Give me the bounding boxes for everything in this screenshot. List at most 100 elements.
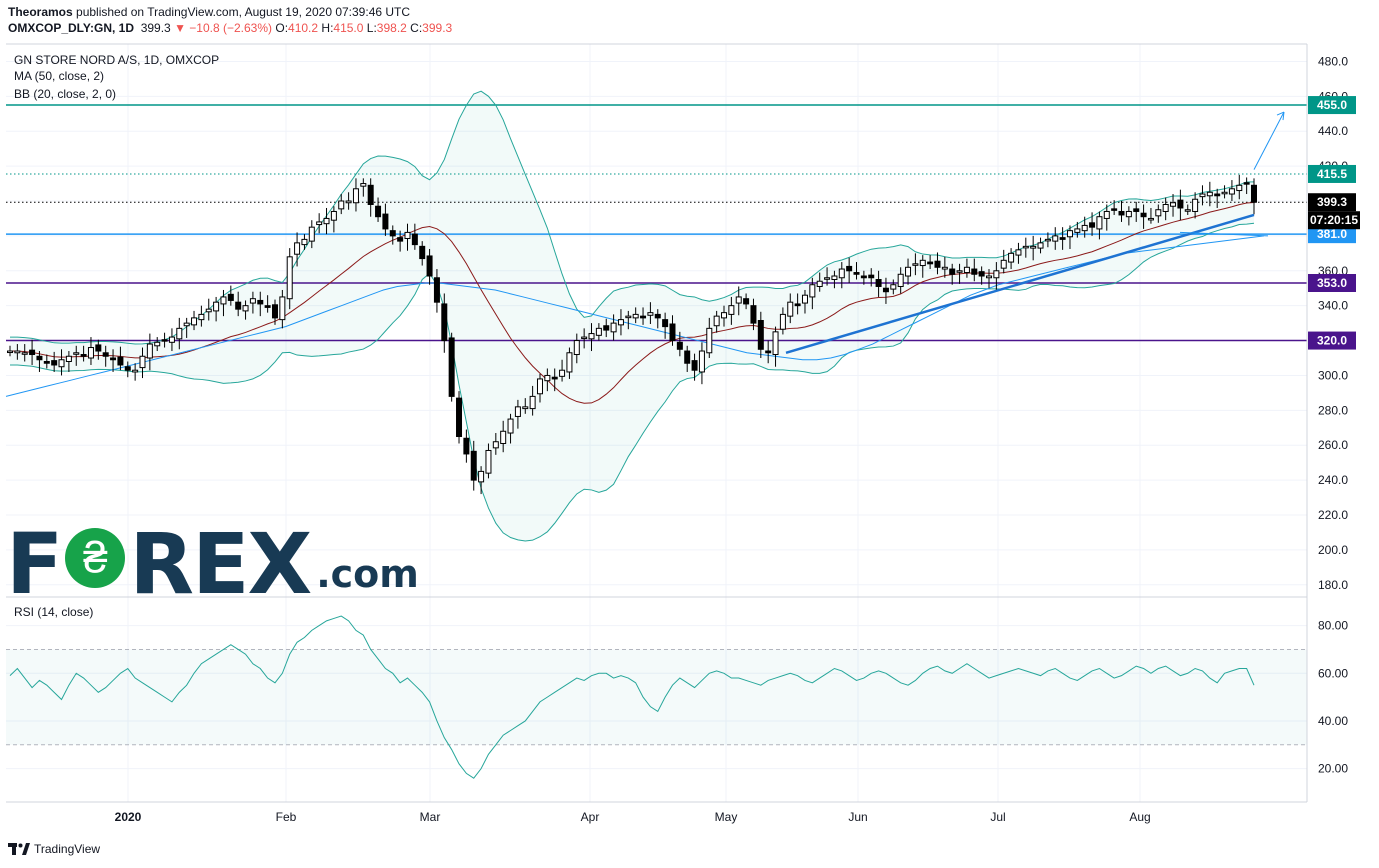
candle-body: [853, 272, 860, 275]
candle-body: [640, 315, 647, 319]
candle-body: [978, 271, 985, 277]
candle-body: [838, 268, 845, 279]
candle-body: [684, 350, 691, 364]
candle-body: [1243, 182, 1250, 185]
candle-body: [7, 350, 13, 354]
candle-body: [846, 265, 853, 272]
candle-body: [662, 319, 669, 328]
trendline-drawing[interactable]: [785, 111, 1285, 354]
price-tick-label: 260.0: [1318, 438, 1348, 452]
candle-body: [1022, 245, 1029, 249]
candle-body: [80, 354, 87, 357]
candle-body: [360, 183, 367, 187]
candle-body: [316, 221, 323, 226]
candle-body: [1059, 237, 1066, 240]
candle-body: [389, 230, 396, 237]
candle-body: [257, 299, 264, 305]
close-value: 399.3: [422, 21, 453, 35]
published-text: published on TradingView.com, August 19,…: [76, 5, 411, 19]
rsi-tick-label: 60.00: [1318, 666, 1348, 680]
candle-body: [426, 255, 433, 277]
candle-body: [36, 355, 43, 361]
time-tick-label: 2020: [115, 810, 142, 824]
bollinger-band-fill: [10, 91, 1254, 542]
candle-body: [279, 296, 286, 321]
rsi-legend[interactable]: RSI (14, close): [14, 605, 94, 619]
candle-body: [124, 366, 131, 371]
bb-legend[interactable]: BB (20, close, 2, 0): [14, 87, 117, 101]
price-label-box: [1308, 225, 1356, 244]
candle-body: [286, 256, 293, 300]
candle-body: [1133, 208, 1140, 212]
logo-dotcom: .com: [316, 552, 419, 596]
price-label-text: 399.3: [1317, 195, 1347, 209]
time-tick-label: Jun: [848, 810, 867, 824]
candle-body: [345, 200, 352, 204]
forex-logo: F ₴ REX .com: [6, 515, 419, 613]
rsi-pane: [6, 615, 1307, 779]
candle-body: [375, 205, 382, 218]
candle-body: [1089, 222, 1096, 228]
price-tick-label: 480.0: [1318, 54, 1348, 68]
candle-body: [721, 312, 728, 319]
ma-legend[interactable]: MA (50, close, 2): [14, 69, 105, 83]
tradingview-brand[interactable]: TradingView: [34, 842, 101, 856]
candle-body: [205, 308, 212, 313]
candle-body: [765, 350, 772, 354]
candle-body: [213, 301, 220, 312]
candle-body: [14, 350, 21, 354]
price-label-box: [1308, 273, 1356, 292]
candle-body: [824, 277, 831, 280]
trendline: [785, 213, 1255, 354]
rsi-tick-label: 40.00: [1318, 714, 1348, 728]
candle-body: [1037, 242, 1044, 249]
candle-body: [1221, 191, 1228, 195]
candle-body: [485, 449, 492, 474]
candle-body: [492, 441, 499, 449]
candle-body: [647, 312, 654, 316]
candle-body: [58, 359, 65, 368]
candle-body: [1236, 184, 1243, 192]
footer: TradingView: [8, 842, 100, 856]
low-label: L:: [366, 21, 377, 35]
candle-body: [110, 357, 117, 361]
chart-title: GN STORE NORD A/S, 1D, OMXCOP: [14, 53, 220, 67]
horizontal-levels: [6, 104, 1307, 342]
projection-arrow-line: [1253, 111, 1285, 170]
price-label-text: 381.0: [1317, 227, 1347, 241]
candle-body: [529, 395, 536, 410]
candle-body: [559, 369, 566, 377]
candle-body: [610, 322, 617, 333]
candle-body: [1081, 224, 1088, 232]
candle-body: [551, 376, 558, 380]
candle-body: [1184, 209, 1191, 212]
price-tick-label: 240.0: [1318, 473, 1348, 487]
candle-body: [448, 337, 455, 397]
candle-body: [536, 378, 543, 395]
candle-body: [382, 213, 389, 230]
publisher-name[interactable]: Theoramos: [8, 5, 73, 19]
candle-body: [905, 266, 912, 277]
candle-body: [161, 339, 168, 342]
candle-body: [183, 322, 190, 327]
price-label-box: [1308, 164, 1356, 183]
time-tick-label: Jul: [990, 810, 1005, 824]
candle-body: [573, 340, 580, 356]
candle-body: [949, 268, 956, 275]
candle-body: [73, 352, 80, 355]
price-tick-label: 300.0: [1318, 368, 1348, 382]
candle-body: [1015, 249, 1022, 256]
logo-f: F: [6, 515, 63, 613]
open-value: 410.2: [288, 21, 319, 35]
countdown-box: [1308, 211, 1360, 230]
candle-body: [500, 430, 507, 444]
symbol-name[interactable]: OMXCOP_DLY:GN, 1D: [8, 21, 135, 35]
logo-rex: REX: [129, 515, 312, 613]
candle-body: [625, 315, 632, 319]
candle-body: [698, 350, 705, 373]
candle-body: [242, 305, 249, 312]
candle-body: [632, 313, 639, 319]
candle-body: [397, 237, 404, 242]
candle-body: [1008, 252, 1015, 263]
